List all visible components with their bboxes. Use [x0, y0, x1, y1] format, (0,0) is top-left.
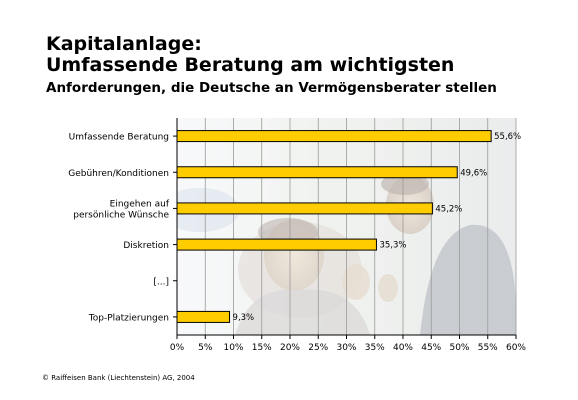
- x-tick-label: 55%: [478, 343, 498, 353]
- x-tick-label: 0%: [170, 343, 185, 353]
- category-label: Umfassende Beratung: [69, 133, 169, 143]
- category-label: Gebühren/Konditionen: [68, 169, 169, 179]
- category-label: persönliche Wünsche: [73, 210, 169, 220]
- bar: [176, 310, 231, 323]
- category-label: Top-Platzierungen: [88, 313, 169, 323]
- bar: [176, 130, 492, 143]
- x-tick-label: 15%: [252, 343, 272, 353]
- bar: [176, 166, 458, 179]
- category-label: Diskretion: [123, 241, 169, 251]
- category-labels: Umfassende Beratung Gebühren/Konditionen E…: [68, 133, 177, 323]
- background-photo: [177, 118, 516, 335]
- x-tick-label: 45%: [421, 343, 441, 353]
- x-tick-label: 25%: [308, 343, 328, 353]
- data-label: 45,2%: [435, 204, 462, 214]
- data-label: 9,3%: [233, 313, 255, 323]
- data-label: 49,6%: [460, 168, 487, 178]
- x-tick-labels: 0% 5% 10% 15% 20% 25% 30% 35% 40% 45% 50% 55% 60%: [170, 335, 526, 353]
- x-tick-label: 40%: [393, 343, 413, 353]
- data-label: 55,6%: [494, 132, 521, 142]
- x-tick-label: 10%: [223, 343, 243, 353]
- x-tick-label: 20%: [280, 343, 300, 353]
- x-tick-label: 5%: [198, 343, 213, 353]
- chart-subtitle: Anforderungen, die Deutsche an Vermögens…: [46, 80, 497, 96]
- gridlines: [204, 118, 517, 335]
- data-label: 35,3%: [379, 241, 406, 251]
- bar: [176, 202, 433, 215]
- category-label: [...]: [153, 277, 169, 287]
- chart-title-line1: Kapitalanlage:: [46, 33, 202, 55]
- x-tick-label: 35%: [365, 343, 385, 353]
- x-tick-label: 60%: [506, 343, 526, 353]
- bar: [176, 238, 377, 251]
- data-labels: 55,6% 49,6% 45,2% 35,3% 9,3%: [233, 132, 522, 323]
- x-tick-label: 30%: [336, 343, 356, 353]
- category-label: Eingehen auf: [110, 199, 170, 209]
- chart-title-line2: Umfassende Beratung am wichtigsten: [46, 54, 455, 76]
- copyright-footer: © Raiffeisen Bank (Liechtenstein) AG, 20…: [42, 374, 195, 382]
- x-tick-label: 50%: [449, 343, 469, 353]
